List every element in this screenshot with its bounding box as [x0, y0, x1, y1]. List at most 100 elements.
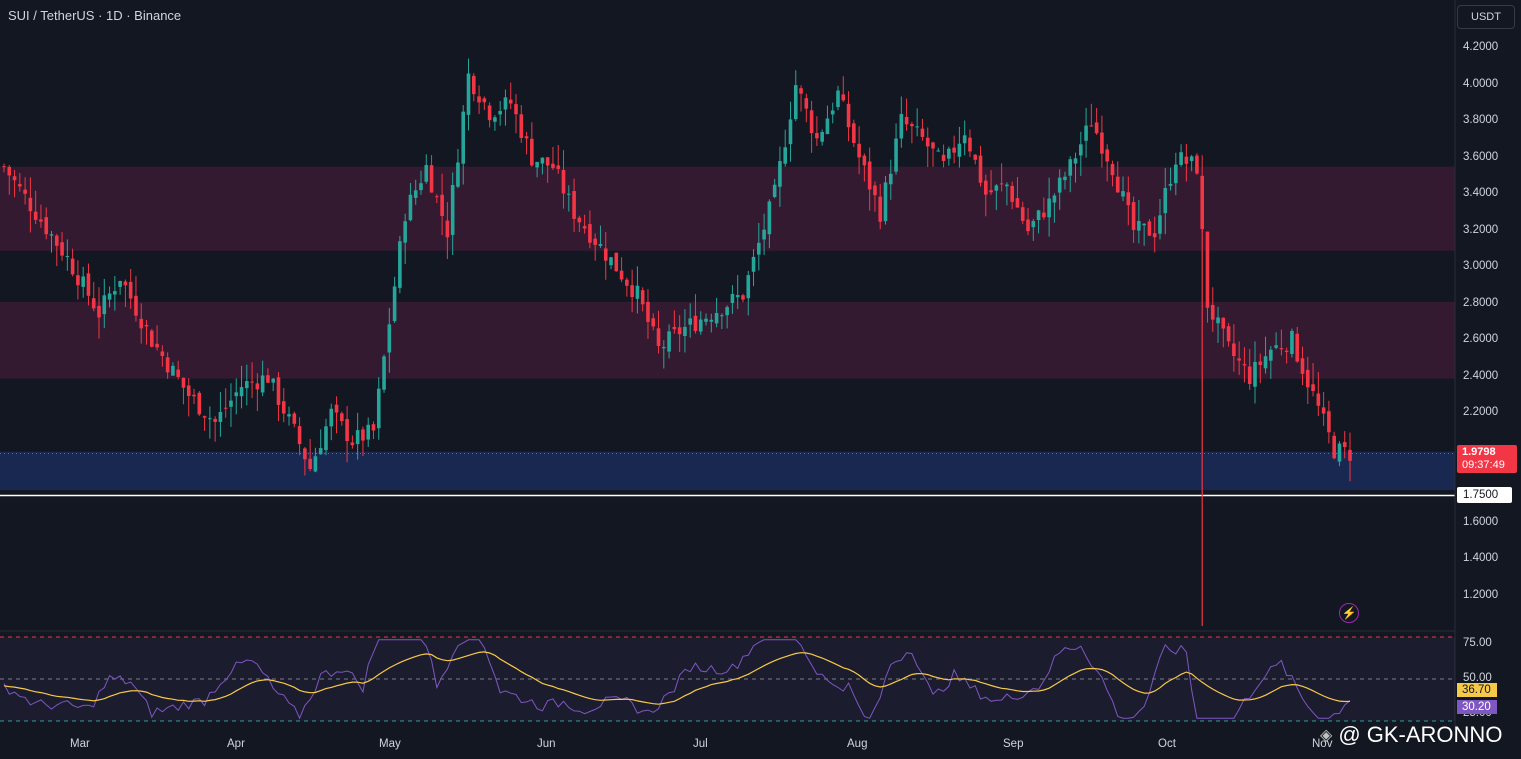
price-tick: 1.6000	[1463, 515, 1499, 528]
candle-body	[503, 97, 508, 110]
candle-body	[994, 185, 999, 191]
candle-body	[1152, 233, 1157, 238]
candle-body	[735, 295, 740, 298]
candle-countdown: 09:37:49	[1462, 459, 1505, 471]
candle-body	[435, 196, 439, 198]
price-tick: 2.2000	[1463, 406, 1499, 419]
candle-body	[2, 166, 6, 168]
candle-body	[820, 132, 824, 142]
time-tick: Jun	[537, 738, 556, 750]
candle-body	[772, 184, 777, 198]
candle-body	[1015, 198, 1020, 208]
candle-body	[260, 375, 265, 393]
candle-body	[804, 98, 809, 109]
time-tick: Apr	[227, 738, 245, 750]
candle-body	[1179, 152, 1183, 165]
candle-body	[799, 88, 803, 94]
candle-body	[1036, 210, 1041, 221]
candle-body	[714, 312, 719, 324]
candle-body	[1110, 164, 1115, 176]
candle-body	[720, 315, 724, 317]
candle-body	[123, 281, 128, 286]
candle-body	[635, 285, 640, 299]
price-tick: 3.8000	[1463, 114, 1499, 127]
candle-body	[646, 301, 650, 322]
lightning-icon[interactable]: ⚡	[1339, 603, 1359, 623]
candle-body	[387, 324, 392, 353]
candle-body	[297, 426, 302, 445]
rsi-value-tag: 30.20	[1457, 700, 1497, 714]
candle-body	[1210, 304, 1215, 320]
candle-body	[709, 319, 714, 322]
candle-body	[688, 318, 692, 325]
currency-button[interactable]: USDT	[1457, 5, 1515, 29]
candle-body	[1079, 144, 1083, 156]
candle-body	[1163, 188, 1168, 214]
candle-body	[413, 190, 418, 198]
candle-body	[757, 242, 761, 255]
candle-body	[1247, 366, 1252, 384]
candle-body	[424, 165, 429, 182]
candle-body	[878, 196, 883, 222]
candle-body	[7, 166, 12, 176]
candle-body	[1142, 223, 1146, 226]
candle-body	[630, 285, 634, 298]
candle-body	[1063, 176, 1067, 181]
candle-body	[603, 248, 608, 261]
candle-body	[250, 381, 254, 383]
candle-body	[408, 194, 413, 221]
candle-body	[625, 279, 629, 286]
candle-body	[957, 143, 962, 157]
candle-body	[788, 119, 793, 145]
candle-body	[577, 217, 582, 223]
candle-body	[978, 155, 983, 183]
candle-body	[910, 123, 914, 127]
candle-body	[1137, 220, 1141, 231]
candle-body	[340, 413, 344, 422]
candle-body	[588, 224, 592, 243]
candle-body	[593, 238, 597, 245]
candle-body	[656, 328, 661, 346]
watermark-text: @ GK-ARONNO	[1338, 722, 1503, 747]
candle-body	[361, 429, 365, 441]
candle-body	[545, 157, 550, 166]
candle-body	[144, 324, 149, 327]
candle-body	[281, 401, 286, 414]
candle-body	[1305, 369, 1310, 388]
binance-logo-icon: ◈	[1320, 727, 1333, 744]
candle-body	[1126, 192, 1131, 206]
candle-body	[519, 114, 524, 138]
candle-body	[23, 189, 27, 194]
candle-body	[1205, 231, 1210, 308]
candle-body	[1121, 191, 1125, 197]
candle-body	[894, 138, 898, 172]
candle-body	[1337, 443, 1342, 462]
candle-body	[271, 378, 275, 383]
candle-body	[487, 105, 492, 121]
price-tick: 3.2000	[1463, 223, 1499, 236]
candle-body	[883, 182, 888, 222]
candle-body	[76, 275, 80, 286]
candle-body	[540, 157, 545, 164]
candle-body	[276, 377, 281, 405]
rsi-line	[3, 639, 1351, 720]
candle-body	[44, 217, 49, 235]
candle-body	[1020, 207, 1025, 221]
candle-body	[334, 404, 339, 413]
candle-body	[1348, 449, 1352, 461]
candle-body	[698, 319, 703, 332]
candle-body	[1084, 125, 1088, 141]
candle-body	[1147, 221, 1152, 236]
candle-body	[1158, 215, 1162, 234]
price-tick: 2.4000	[1463, 369, 1499, 382]
candle-body	[181, 377, 186, 388]
candle-body	[149, 330, 154, 347]
candle-body	[973, 154, 978, 160]
level-line-tag: 1.7500	[1457, 487, 1512, 503]
time-tick: Jul	[693, 738, 708, 750]
candle-body	[102, 295, 107, 315]
candle-body	[371, 424, 376, 431]
rsi-tick: 75.00	[1463, 637, 1492, 649]
time-tick: May	[379, 738, 401, 750]
